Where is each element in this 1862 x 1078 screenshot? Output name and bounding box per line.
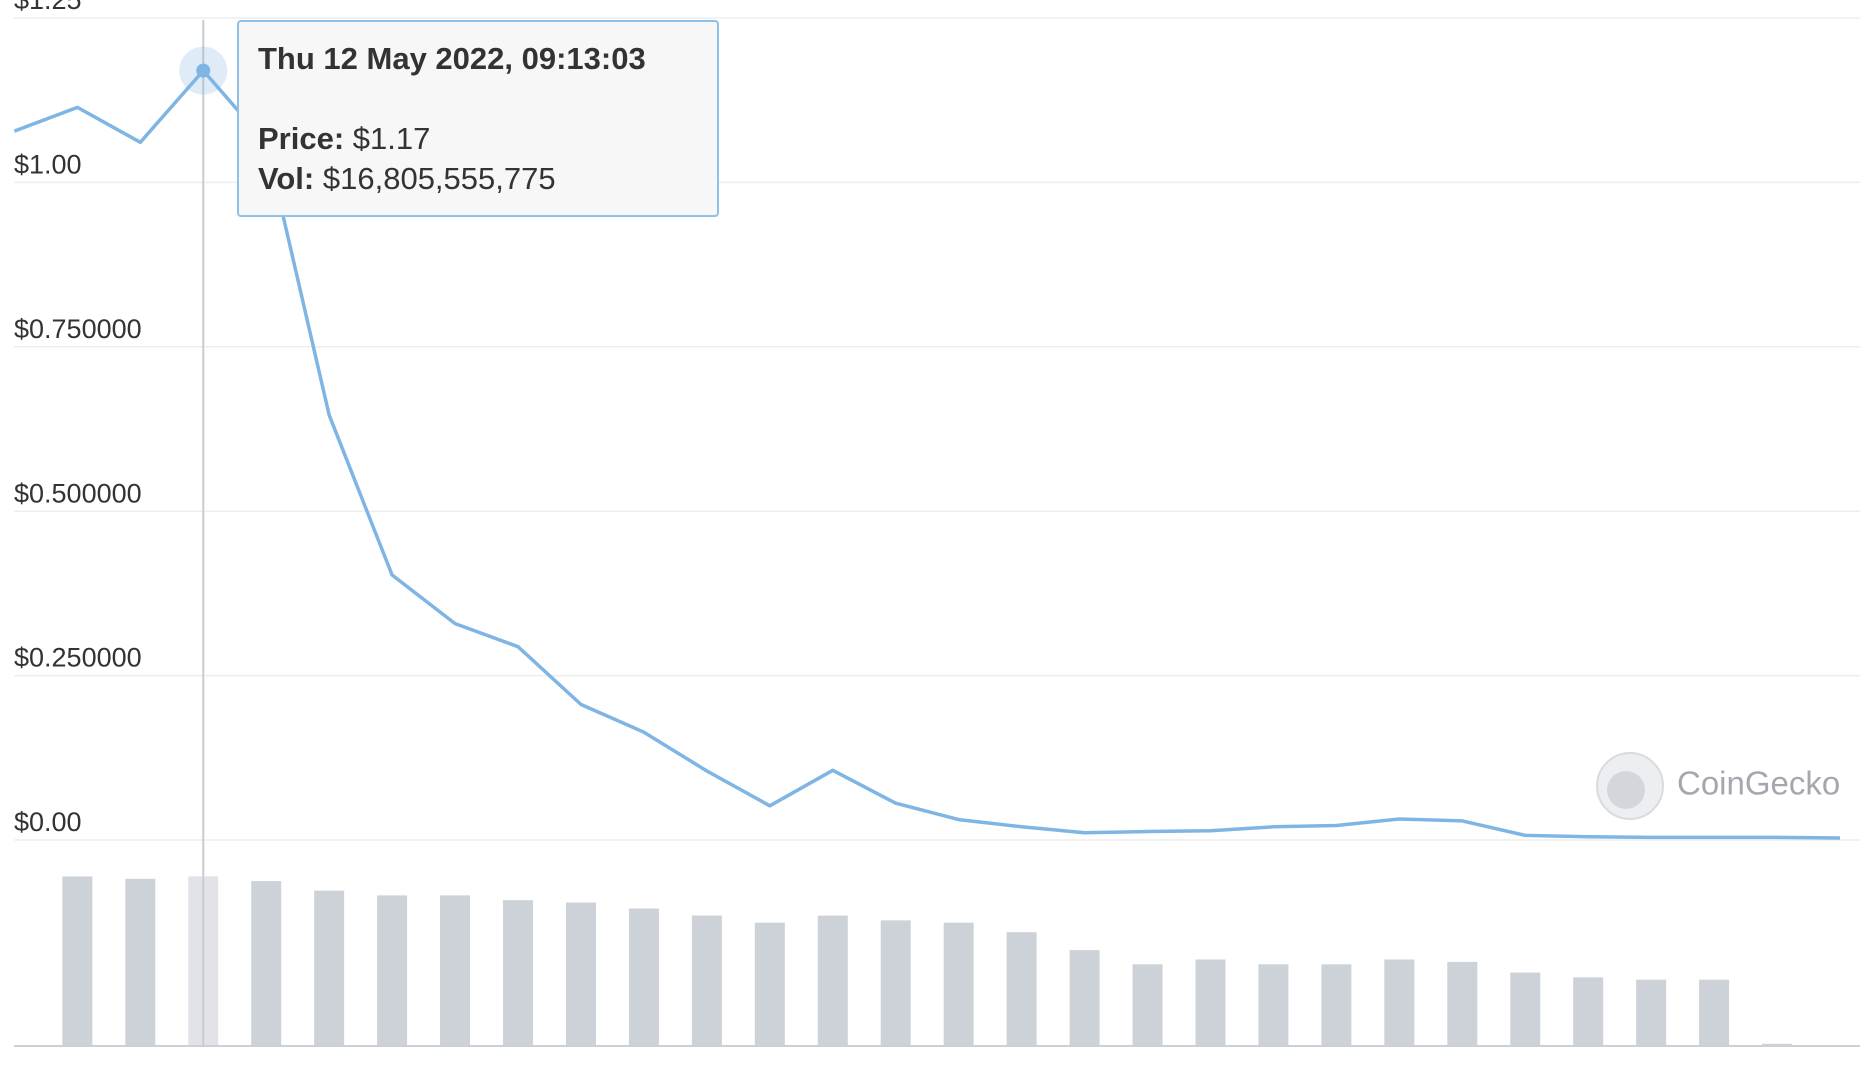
volume-bar [1069, 950, 1100, 1045]
watermark-logo [1607, 771, 1645, 809]
tooltip-price: Price: $1.17 [258, 121, 430, 156]
volume-bar [691, 915, 722, 1045]
volume-bar [565, 902, 596, 1045]
volume-bar [503, 900, 534, 1045]
price-line [13, 68, 1841, 840]
volume-bar [1006, 932, 1037, 1045]
volume-bar [628, 908, 659, 1045]
watermark-text: CoinGecko [1677, 765, 1840, 802]
tooltip-price-label: Price: [258, 121, 344, 156]
y-tick-label: $1.00 [14, 150, 82, 180]
tooltip-title: Thu 12 May 2022, 09:13:03 [258, 41, 646, 76]
y-tick-label: $0.500000 [14, 478, 142, 508]
volume-bar [817, 915, 848, 1045]
volume-bar [1510, 972, 1541, 1045]
tooltip-volume-value: $16,805,555,775 [323, 161, 556, 196]
volume-bar [1384, 959, 1415, 1045]
volume-bar [1321, 964, 1352, 1045]
volume-bar [314, 890, 345, 1045]
y-tick-label: $0.00 [14, 807, 82, 837]
volume-bar [754, 922, 785, 1045]
volume-bar [1762, 1043, 1793, 1045]
tooltip-price-value: $1.17 [353, 121, 431, 156]
volume-bar [943, 922, 974, 1045]
volume-bar [1195, 959, 1226, 1045]
volume-bar [440, 895, 471, 1045]
watermark: CoinGecko [1596, 752, 1840, 820]
price-line [13, 20, 1841, 1046]
volume-bar [125, 878, 156, 1045]
y-tick-label: $0.250000 [14, 643, 142, 673]
y-tick-label: $0.750000 [14, 314, 142, 344]
tooltip[interactable]: Thu 12 May 2022, 09:13:03 Price: $1.17 V… [237, 20, 719, 217]
volume-bar [880, 920, 911, 1045]
volume-bars [62, 876, 1793, 1045]
grid: $0.00 $0.250000 $0.500000 $0.750000 $1.00 $1.… [14, 0, 1860, 841]
tooltip-volume-label: Vol: [258, 161, 314, 196]
volume-bar [377, 895, 408, 1045]
volume-bar [1132, 964, 1163, 1045]
volume-bar [1258, 964, 1289, 1045]
hover-point [196, 63, 211, 78]
tooltip-box [237, 20, 719, 217]
volume-bar [1447, 961, 1478, 1045]
tooltip-volume: Vol: $16,805,555,775 [258, 161, 556, 196]
volume-bar [1699, 979, 1730, 1045]
y-tick-label: $1.25 [14, 0, 82, 15]
volume-bar [62, 876, 93, 1045]
volume-bar [1573, 977, 1604, 1045]
volume-bar [1636, 979, 1667, 1045]
volume-bar [251, 881, 282, 1045]
